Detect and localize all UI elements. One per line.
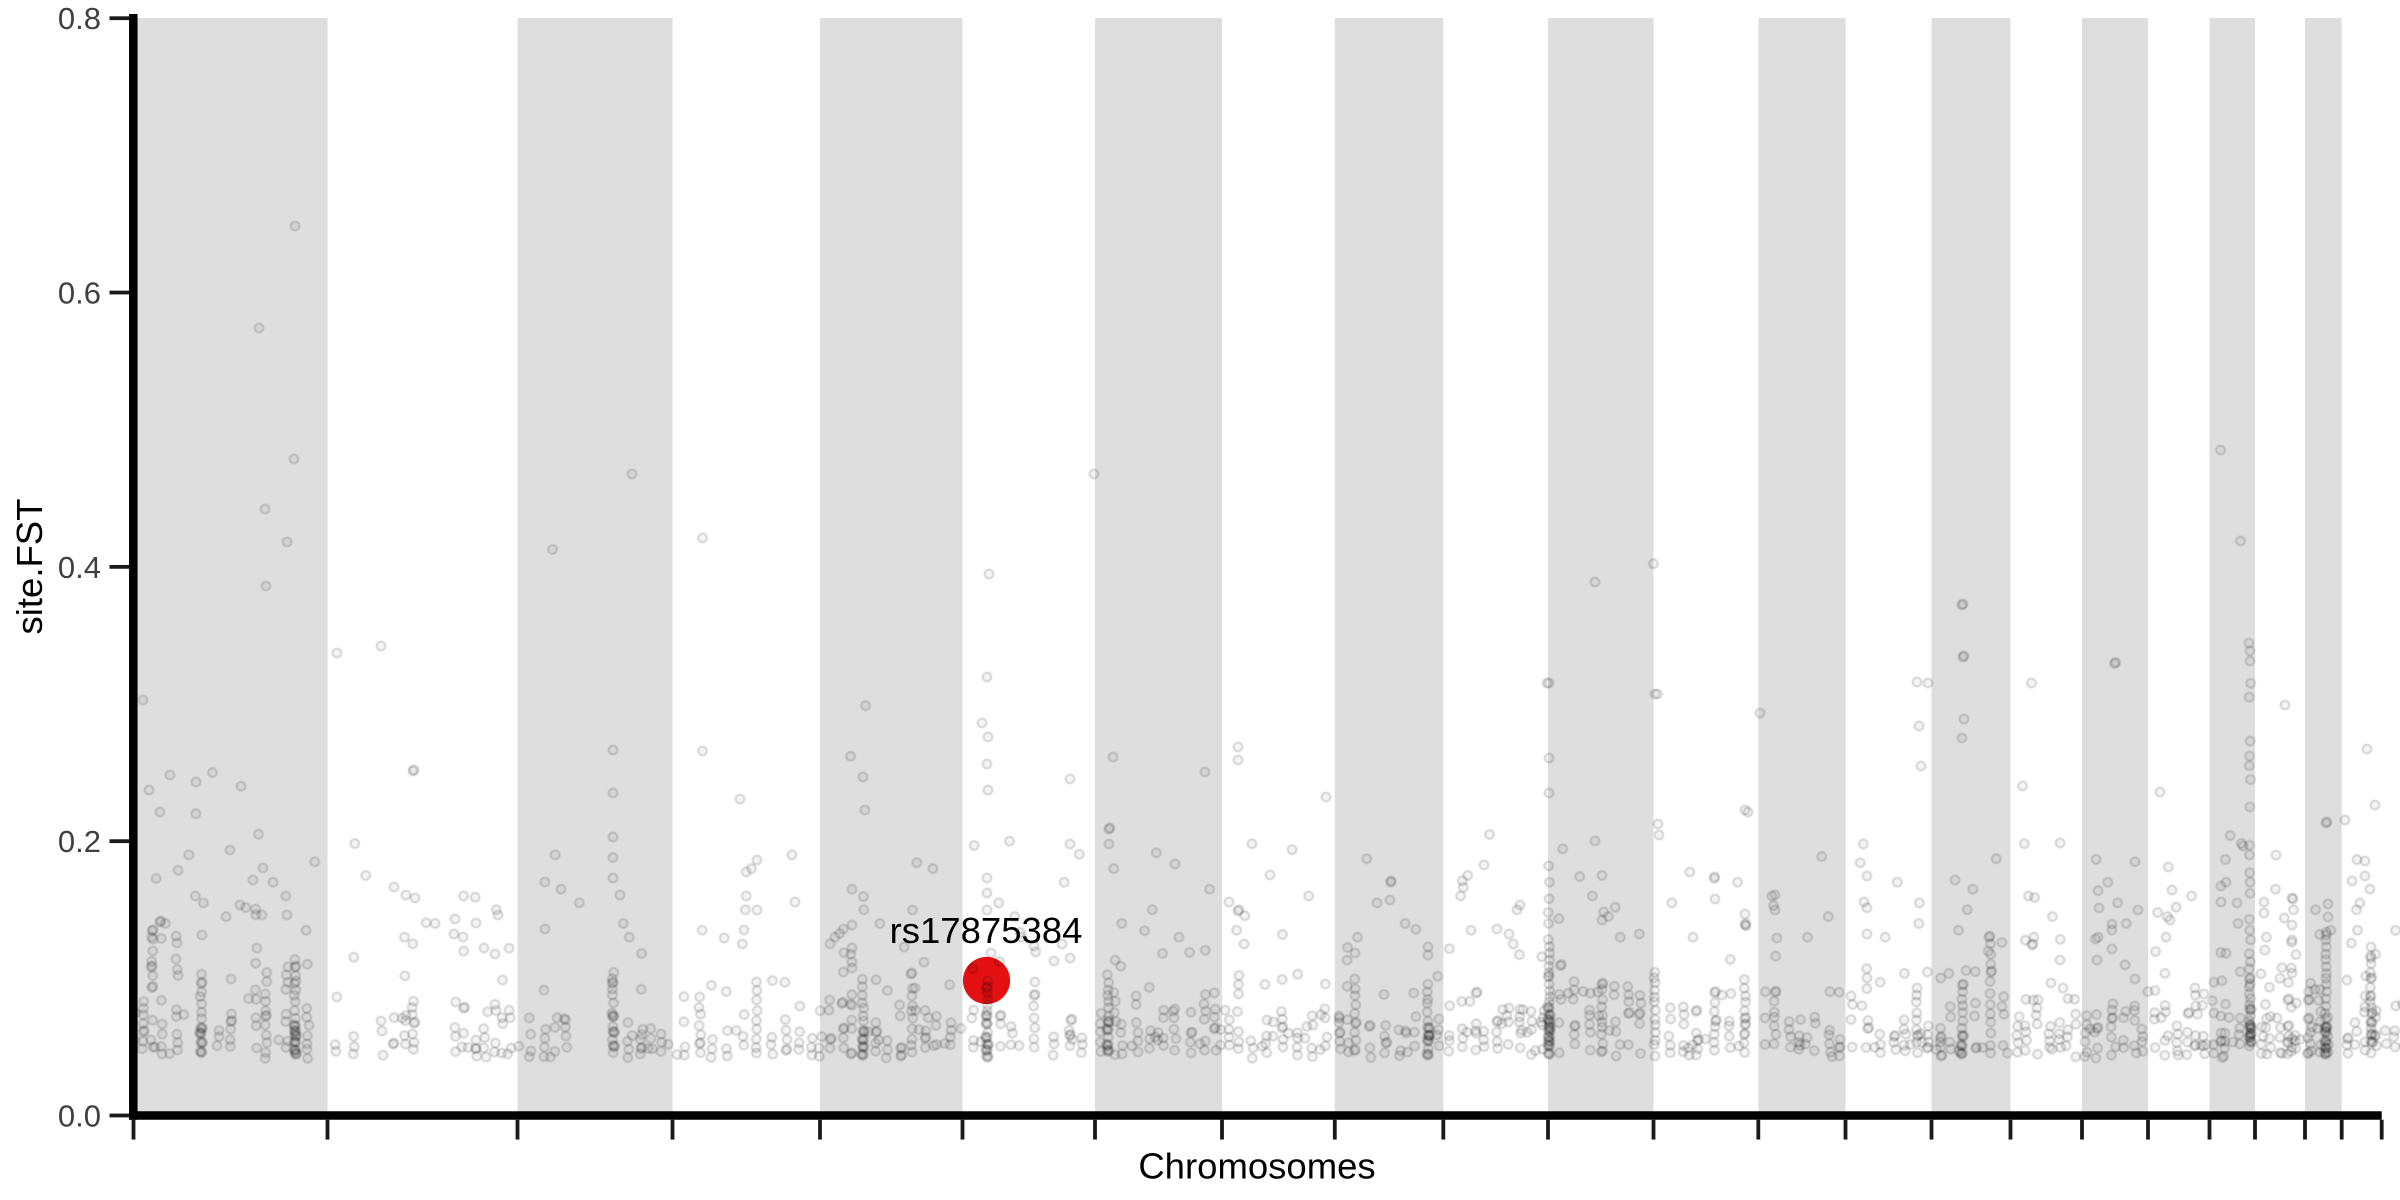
svg-text:0.2: 0.2 <box>58 824 101 859</box>
svg-text:Chromosomes: Chromosomes <box>1138 1146 1375 1187</box>
svg-text:0.4: 0.4 <box>58 550 101 585</box>
svg-text:site.FST: site.FST <box>9 499 50 635</box>
svg-text:0.6: 0.6 <box>58 276 101 311</box>
svg-text:0.0: 0.0 <box>58 1099 101 1134</box>
svg-text:rs17875384: rs17875384 <box>890 910 1083 951</box>
svg-text:0.8: 0.8 <box>58 1 101 36</box>
